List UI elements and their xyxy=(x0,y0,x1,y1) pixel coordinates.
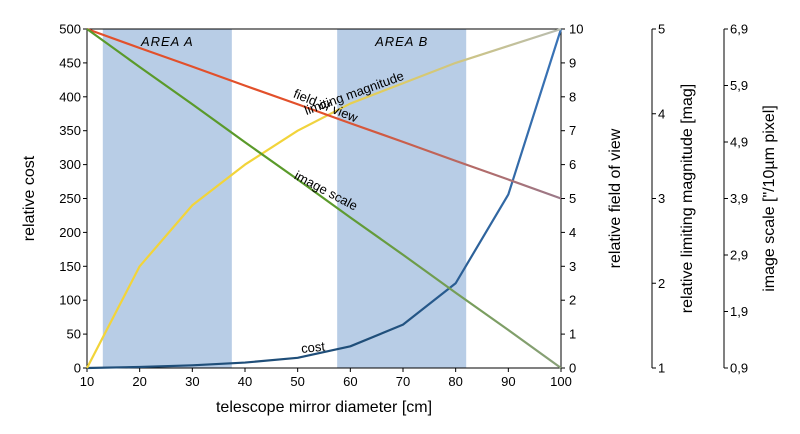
cost-tick-label: 250 xyxy=(59,191,81,206)
scale-tick-label: 6,9 xyxy=(730,22,748,37)
x-tick-label: 50 xyxy=(290,374,304,389)
scale-tick-label: 3,9 xyxy=(730,191,748,206)
fov-tick-label: 5 xyxy=(569,191,576,206)
cost-tick-label: 200 xyxy=(59,225,81,240)
fov-tick-label: 4 xyxy=(569,225,576,240)
mag-tick-label: 1 xyxy=(658,361,665,376)
mag-tick-label: 5 xyxy=(658,22,665,37)
fov-tick-label: 0 xyxy=(569,361,576,376)
mag-tick-label: 2 xyxy=(658,276,665,291)
scale-tick-label: 4,9 xyxy=(730,135,748,150)
x-tick-label: 40 xyxy=(238,374,252,389)
mag-tick-label: 4 xyxy=(658,106,665,121)
x-tick-label: 70 xyxy=(396,374,410,389)
fov-tick-label: 1 xyxy=(569,327,576,342)
cost-tick-label: 300 xyxy=(59,157,81,172)
fov-tick-label: 2 xyxy=(569,293,576,308)
series-line-image-scale xyxy=(86,28,562,369)
fov-tick-label: 8 xyxy=(569,89,576,104)
fov-tick-label: 6 xyxy=(569,157,576,172)
x-tick-label: 60 xyxy=(343,374,357,389)
series-line-cost xyxy=(86,28,563,370)
cost-tick-label: 450 xyxy=(59,55,81,70)
x-tick-label: 80 xyxy=(448,374,462,389)
mag-axis-title: relative limiting magnitude [mag] xyxy=(679,84,696,313)
cost-axis-title: relative cost xyxy=(21,155,38,241)
mag-tick-label: 3 xyxy=(658,191,665,206)
series-line-limiting-magnitude xyxy=(86,27,562,369)
series-line-field-of-view xyxy=(86,27,562,200)
cost-tick-label: 0 xyxy=(74,361,81,376)
scale-tick-label: 1,9 xyxy=(730,304,748,319)
cost-tick-label: 50 xyxy=(67,327,81,342)
fov-tick-label: 10 xyxy=(569,22,583,37)
scale-tick-label: 0,9 xyxy=(730,361,748,376)
region-label-1: AREA A xyxy=(140,34,194,49)
fov-tick-label: 9 xyxy=(569,55,576,70)
scale-axis-title: image scale ["/10µm pixel] xyxy=(761,105,778,292)
x-tick-label: 20 xyxy=(132,374,146,389)
region-1 xyxy=(102,29,232,368)
x-tick-label: 90 xyxy=(501,374,515,389)
curve-label-cost: cost xyxy=(300,339,326,356)
x-axis-title: telescope mirror diameter [cm] xyxy=(216,399,432,416)
cost-tick-label: 500 xyxy=(59,22,81,37)
x-tick-label: 100 xyxy=(550,374,572,389)
cost-tick-label: 100 xyxy=(59,293,81,308)
fov-axis-title: relative field of view xyxy=(607,128,624,268)
fov-tick-label: 7 xyxy=(569,123,576,138)
region-label-2: AREA B xyxy=(374,34,428,49)
cost-tick-label: 150 xyxy=(59,259,81,274)
x-tick-label: 30 xyxy=(185,374,199,389)
region-2 xyxy=(337,29,467,368)
scale-tick-label: 5,9 xyxy=(730,78,748,93)
x-tick-label: 10 xyxy=(80,374,94,389)
fov-tick-label: 3 xyxy=(569,259,576,274)
cost-tick-label: 350 xyxy=(59,123,81,138)
cost-tick-label: 400 xyxy=(59,89,81,104)
scale-tick-label: 2,9 xyxy=(730,248,748,263)
